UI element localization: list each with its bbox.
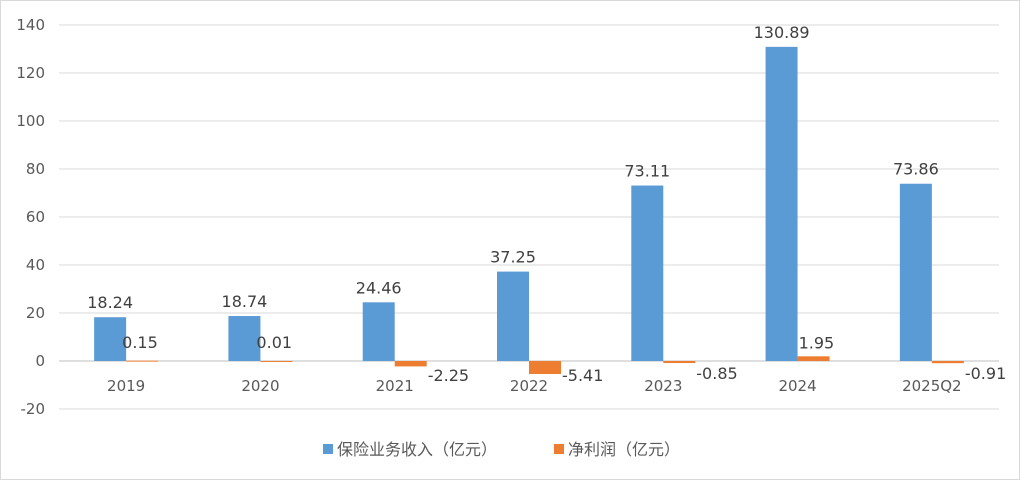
y-tick-label: 100	[16, 112, 45, 130]
bar-net-profit	[797, 356, 830, 361]
x-tick-label: 2025Q2	[902, 377, 962, 395]
legend-label-revenue: 保险业务收入（亿元）	[337, 440, 497, 459]
data-label-net-profit: -2.25	[428, 366, 469, 385]
bars	[94, 46, 964, 374]
data-label-net-profit: -0.91	[965, 364, 1006, 383]
x-tick-label: 2019	[107, 377, 145, 395]
legend: 保险业务收入（亿元） 净利润（亿元）	[323, 440, 680, 459]
legend-swatch-revenue	[323, 444, 333, 454]
y-tick-label: -20	[21, 400, 46, 418]
legend-swatch-net-profit	[554, 444, 564, 454]
bar-net-profit	[260, 360, 293, 362]
x-axis-ticks: 2019 2020 2021 2022 2023 2024 2025Q2	[107, 377, 962, 395]
data-labels: 18.24 0.15 18.74 0.01 24.46 -2.25 37.25 -5.41 73…	[87, 23, 1006, 385]
y-tick-label: 20	[26, 304, 45, 322]
data-label-revenue: 73.11	[624, 162, 670, 181]
y-tick-label: 80	[26, 160, 45, 178]
bar-revenue	[631, 185, 664, 361]
x-tick-label: 2024	[778, 377, 816, 395]
data-label-net-profit: 0.15	[122, 333, 158, 352]
data-label-revenue: 37.25	[490, 248, 536, 267]
x-tick-label: 2023	[644, 377, 682, 395]
data-label-revenue: 73.86	[893, 160, 939, 179]
x-tick-label: 2020	[241, 377, 279, 395]
data-label-net-profit: -5.41	[562, 366, 603, 385]
bar-revenue	[899, 183, 932, 361]
data-label-revenue: 18.24	[87, 293, 133, 312]
legend-label-net-profit: 净利润（亿元）	[568, 440, 680, 459]
bar-net-profit	[931, 361, 964, 364]
bar-revenue	[362, 302, 395, 361]
bar-net-profit	[126, 360, 159, 362]
x-tick-label: 2022	[510, 377, 548, 395]
gridlines	[59, 24, 999, 410]
y-tick-label: 120	[16, 64, 45, 82]
data-label-revenue: 24.46	[356, 278, 402, 297]
y-tick-label: 40	[26, 256, 45, 274]
data-label-net-profit: 1.95	[799, 333, 835, 352]
bar-revenue	[228, 316, 261, 361]
bar-revenue	[765, 46, 798, 361]
bar-net-profit	[663, 361, 696, 364]
data-label-net-profit: -0.85	[696, 364, 737, 383]
y-tick-label: 0	[35, 352, 45, 370]
bar-revenue	[497, 271, 529, 361]
y-tick-label: 60	[26, 208, 45, 226]
bar-revenue	[94, 317, 127, 361]
y-tick-label: 140	[16, 16, 45, 34]
y-axis-ticks: -20 0 20 40 60 80 100 120 140	[16, 16, 45, 418]
bar-net-profit	[394, 361, 427, 367]
data-label-revenue: 18.74	[222, 292, 268, 311]
x-tick-label: 2021	[376, 377, 414, 395]
data-label-revenue: 130.89	[754, 23, 810, 42]
data-label-net-profit: 0.01	[256, 333, 292, 352]
bar-net-profit	[529, 361, 561, 374]
